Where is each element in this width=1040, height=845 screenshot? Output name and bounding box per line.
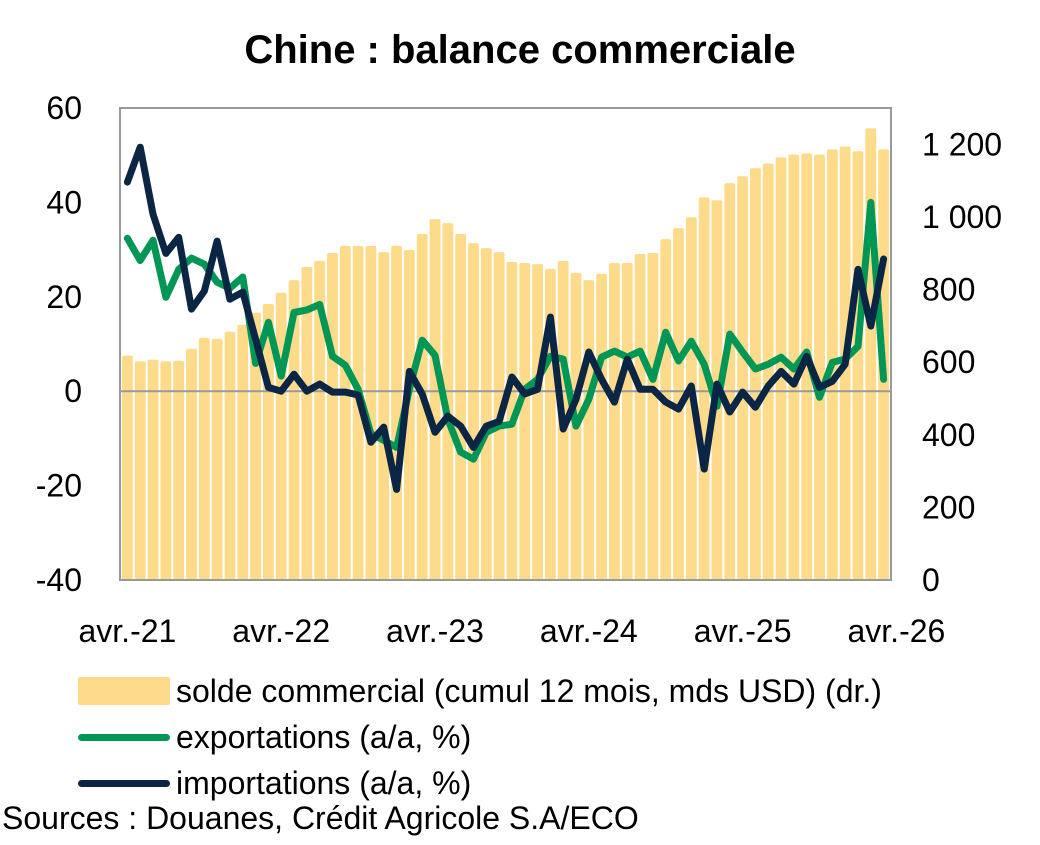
bar [301,267,313,580]
bar [814,154,825,580]
legend-item-exportations: exportations (a/a, %) [78,714,882,760]
line-exportations [123,198,888,463]
bar [647,252,659,581]
y-right-tick-label: 400 [922,417,975,453]
bar [429,219,441,580]
bar [416,233,428,581]
plot-frame [119,107,892,581]
legend-label: solde commercial (cumul 12 mois, mds USD… [176,672,882,709]
bar [724,183,736,580]
legend-swatch-bar [78,677,170,705]
x-tick-label: avr.-24 [540,613,638,649]
bar [480,248,492,580]
bar [250,312,261,580]
y-left-tick-label: 40 [46,184,82,220]
bar [211,338,223,580]
line-importations [123,143,888,493]
legend-swatch-line-green [78,733,170,741]
x-tick-label: avr.-25 [694,613,792,649]
y-axis-left: 60 40 20 0 -20 -40 [36,90,82,598]
bar [403,249,415,580]
legend-swatch-line-navy [78,779,170,787]
bar [160,361,172,580]
chart-title: Chine : balance commerciale [244,28,796,72]
bar [314,260,326,580]
bar [455,233,467,581]
x-axis: avr.-21 avr.-22 avr.-23 avr.-24 avr.-25 avr.-… [78,613,945,649]
bar [609,263,620,580]
bar [224,331,236,580]
bar [583,280,595,580]
bar [750,168,761,581]
x-tick-label: avr.-21 [78,613,176,649]
bar [762,163,774,580]
y-left-tick-label: -20 [36,468,82,504]
y-right-tick-label: 200 [922,489,975,525]
bar [596,273,608,580]
legend: solde commercial (cumul 12 mois, mds USD… [78,668,882,806]
y-right-tick-label: 800 [922,272,975,308]
x-tick-label: avr.-23 [386,613,484,649]
y-right-tick-label: 1 200 [922,126,1002,162]
legend-item-importations: importations (a/a, %) [78,760,882,806]
bar [801,153,813,580]
bar [275,292,287,580]
sources-note: Sources : Douanes, Crédit Agricole S.A/E… [2,800,639,836]
legend-label: importations (a/a, %) [176,764,472,801]
x-tick-label: avr.-22 [232,613,330,649]
bar [698,197,710,580]
line-series [123,143,888,493]
bar [660,239,672,580]
bar [134,361,146,580]
y-right-tick-label: 600 [922,344,975,380]
bar [147,359,159,580]
y-left-tick-label: 60 [46,90,82,126]
y-left-tick-label: 0 [64,373,82,409]
bar [198,337,210,580]
bar [339,245,351,580]
bar [634,253,646,581]
bar [519,263,531,580]
bar-series-solde [122,128,889,581]
bar [186,348,197,580]
bar [621,263,633,580]
bar [327,252,338,581]
y-left-tick-label: 20 [46,279,82,315]
bar [532,264,543,580]
bar [237,324,249,580]
y-right-tick-label: 1 000 [922,199,1002,235]
y-axis-right: 1 200 1 000 800 600 400 200 0 [922,126,1002,598]
bar [173,360,185,580]
y-right-tick-label: 0 [922,562,940,598]
bar [852,151,864,580]
bar [365,245,377,580]
bar [391,245,402,580]
bar [352,245,364,580]
bar [122,355,133,580]
y-left-tick-label: -40 [36,562,82,598]
x-tick-label: avr.-26 [847,613,945,649]
legend-item-solde: solde commercial (cumul 12 mois, mds USD… [78,668,882,714]
bar [737,176,749,580]
bar [378,252,390,580]
bar [468,243,479,580]
bar [288,280,300,580]
legend-label: exportations (a/a, %) [176,718,472,755]
bar [865,128,877,580]
